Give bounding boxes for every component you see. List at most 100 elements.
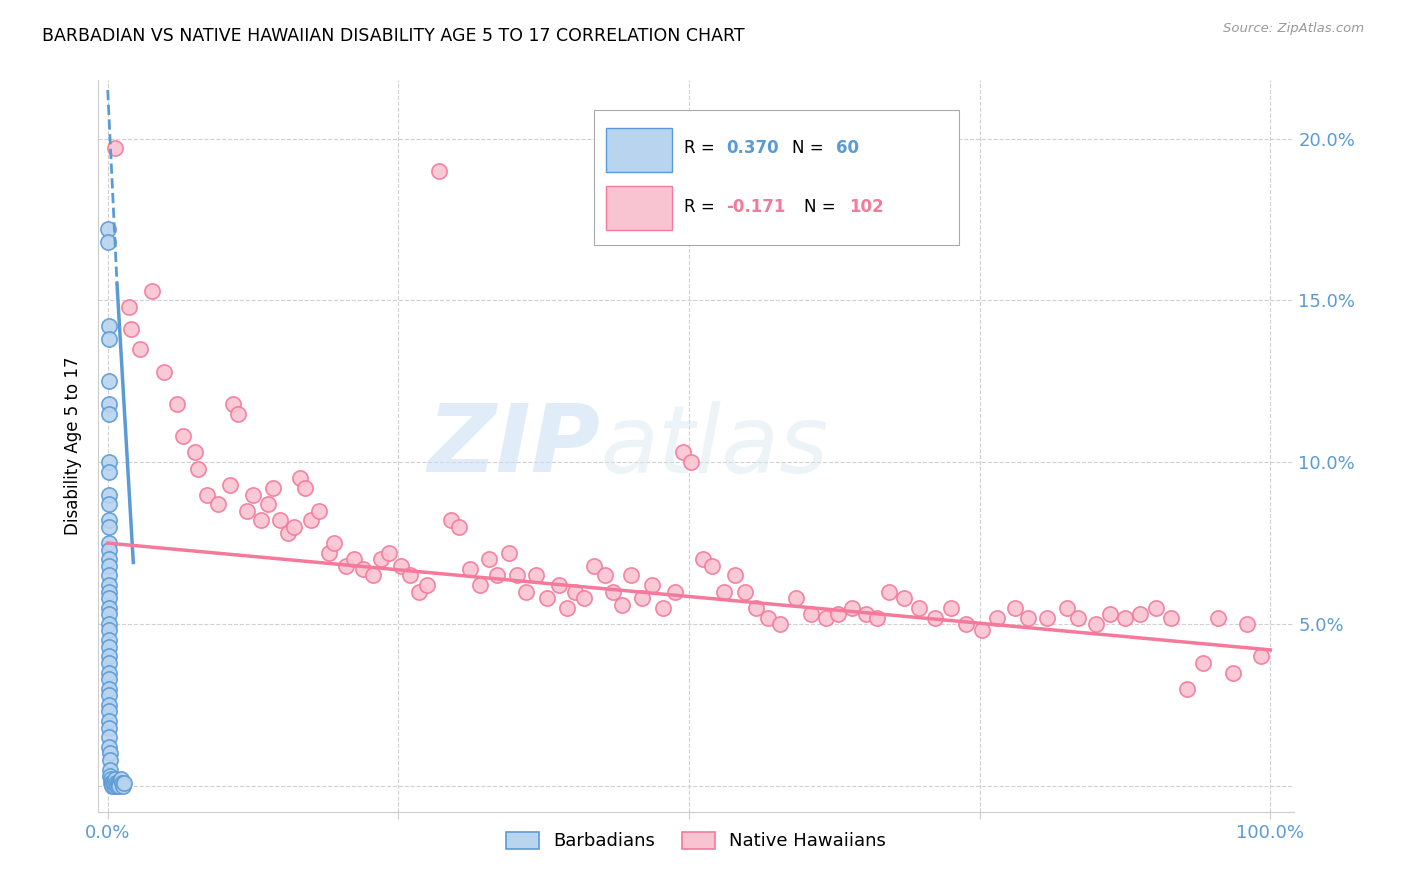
Point (97, 520, 120, 534)
Point (97, 617, 120, 632)
Y-axis label: Disability Age 5 to 17: Disability Age 5 to 17 (65, 357, 83, 535)
Point (97, 487, 120, 501)
Text: Source: ZipAtlas.com: Source: ZipAtlas.com (1223, 22, 1364, 36)
Point (97, 374, 120, 388)
Point (97, 465, 120, 479)
Point (745, 600, 768, 615)
Point (1129, 607, 1152, 622)
Point (664, 584, 686, 599)
Point (129, 342, 152, 356)
Point (713, 584, 735, 599)
Point (1114, 610, 1136, 624)
Point (1206, 610, 1229, 624)
Point (536, 591, 558, 606)
Point (108, 779, 131, 793)
Point (97, 698, 120, 712)
Point (97, 235, 120, 249)
Point (236, 504, 259, 518)
Point (877, 584, 900, 599)
Point (97, 607, 120, 622)
Point (498, 546, 520, 560)
Legend: Barbadians, Native Hawaiians: Barbadians, Native Hawaiians (499, 824, 893, 857)
Point (98, 769, 121, 783)
Point (226, 407, 249, 421)
Point (141, 284, 163, 298)
Point (97, 397, 120, 411)
Point (97, 578, 120, 592)
Point (97, 714, 120, 728)
Point (184, 445, 207, 459)
Point (294, 481, 316, 495)
Point (574, 591, 596, 606)
Point (97, 649, 120, 664)
Point (97, 319, 120, 334)
Point (506, 568, 529, 582)
Point (152, 365, 174, 379)
Point (97, 681, 120, 696)
Point (105, 779, 128, 793)
Point (262, 481, 284, 495)
Point (97, 558, 120, 573)
Point (610, 598, 633, 612)
Point (1250, 649, 1272, 664)
Point (800, 607, 823, 622)
Point (681, 455, 703, 469)
Point (335, 558, 357, 573)
Point (308, 504, 330, 518)
Point (1004, 600, 1026, 615)
Point (101, 775, 124, 789)
Point (97, 552, 120, 566)
Point (724, 568, 747, 582)
Point (769, 617, 792, 632)
Point (97, 455, 120, 469)
Point (353, 562, 375, 576)
Point (318, 546, 340, 560)
Point (111, 779, 134, 793)
Point (447, 520, 470, 534)
Point (1084, 617, 1107, 632)
Point (692, 552, 714, 566)
Point (478, 552, 501, 566)
Point (97, 731, 120, 745)
Point (269, 513, 291, 527)
FancyBboxPatch shape (595, 110, 959, 244)
Point (107, 775, 129, 789)
Point (120, 322, 142, 336)
Point (172, 429, 194, 443)
Point (343, 552, 366, 566)
Point (652, 600, 675, 615)
Point (166, 397, 188, 411)
Point (288, 471, 311, 485)
Point (908, 600, 931, 615)
Point (97, 656, 120, 670)
Point (299, 513, 322, 527)
Point (378, 546, 401, 560)
Point (460, 562, 482, 576)
Point (515, 584, 537, 599)
Point (1222, 665, 1244, 680)
Point (97, 591, 120, 606)
Point (555, 600, 578, 615)
Point (195, 487, 218, 501)
Point (98, 747, 121, 761)
Point (924, 610, 946, 624)
Point (955, 617, 977, 632)
Point (702, 558, 724, 573)
Point (97, 542, 120, 557)
Point (117, 300, 139, 314)
Point (1017, 610, 1039, 624)
Point (1036, 610, 1059, 624)
Point (815, 610, 838, 624)
Point (100, 772, 122, 787)
Point (97, 568, 120, 582)
Point (1236, 617, 1258, 632)
Point (595, 568, 617, 582)
Point (103, 775, 125, 789)
Text: N =: N = (792, 139, 823, 157)
Point (841, 600, 863, 615)
Point (361, 568, 384, 582)
Text: -0.171: -0.171 (725, 198, 785, 216)
Point (970, 624, 993, 638)
Point (250, 513, 273, 527)
Point (370, 552, 392, 566)
